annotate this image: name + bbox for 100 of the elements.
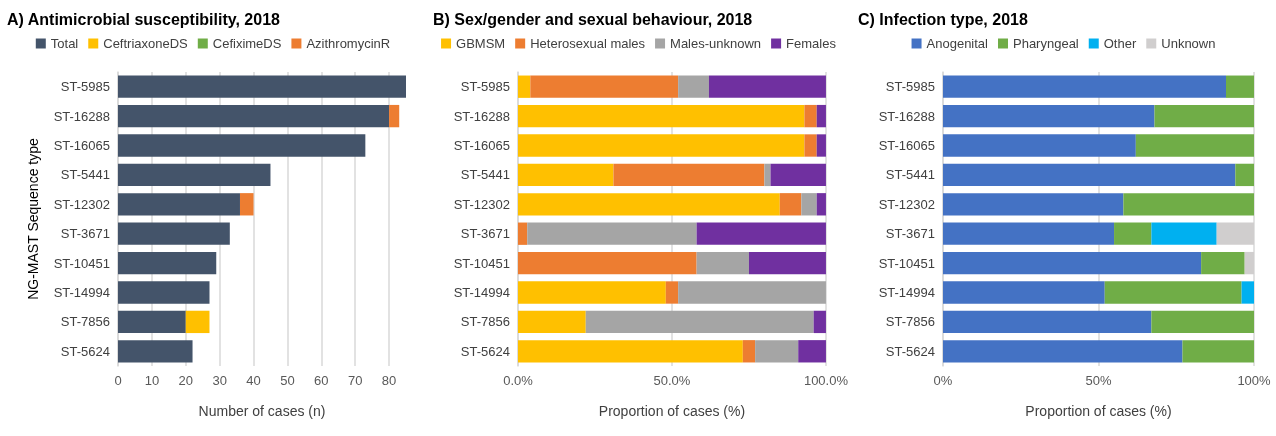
y-tick-label: ST-16288 (878, 108, 935, 124)
bar (755, 340, 799, 363)
bar (118, 163, 271, 187)
y-tick-label: ST-14994 (453, 285, 510, 300)
bar (1151, 310, 1254, 334)
bar (185, 310, 210, 334)
bar (804, 104, 817, 128)
x-tick-label: 50.0% (653, 373, 691, 388)
y-axis-title: NG-MAST Sequence type (25, 138, 41, 300)
bar (798, 340, 826, 363)
y-tick-label: ST-16065 (878, 138, 935, 153)
y-tick-label: ST-5624 (885, 343, 935, 359)
bar (1235, 163, 1254, 187)
y-tick-label: ST-16288 (53, 108, 110, 124)
bar (678, 281, 826, 304)
x-tick-label: 100% (1237, 373, 1272, 388)
bar (665, 281, 679, 304)
legend-label: Unknown (1161, 36, 1216, 51)
y-tick-label: ST-16065 (53, 138, 110, 153)
bar (943, 193, 1124, 216)
x-axis-title: Number of cases (n) (198, 403, 326, 419)
x-tick-label: 80 (381, 373, 397, 388)
x-tick-label: 10 (144, 373, 160, 388)
bar (518, 281, 666, 304)
bar (943, 310, 1152, 334)
bar (118, 75, 406, 98)
bar (943, 251, 1202, 275)
bar (1182, 340, 1254, 363)
legend-label: Males-unknown (670, 36, 762, 51)
y-tick-label: ST-5985 (60, 79, 110, 95)
bar (770, 163, 826, 187)
y-tick-label: ST-5624 (60, 343, 110, 359)
bar (585, 310, 814, 334)
y-tick-label: ST-3671 (60, 226, 110, 242)
bar (118, 222, 230, 245)
bar (943, 163, 1236, 187)
x-tick-label: 50 (280, 373, 295, 388)
y-tick-label: ST-3671 (885, 226, 935, 242)
bar (943, 75, 1227, 98)
bar (118, 281, 210, 304)
y-tick-label: ST-7856 (460, 314, 510, 330)
legend-label: Anogenital (926, 36, 989, 51)
bar (613, 163, 765, 187)
bar (518, 134, 805, 157)
bar (708, 75, 826, 98)
x-axis-title: Proportion of cases (%) (598, 403, 746, 419)
bar (530, 75, 679, 98)
bar (943, 281, 1105, 304)
bar (518, 222, 528, 245)
x-tick-label: 30 (212, 373, 227, 388)
bar (748, 251, 826, 275)
bar (118, 134, 366, 157)
bar (943, 340, 1183, 363)
bar (678, 75, 709, 98)
x-tick-label: 100.0% (803, 373, 849, 388)
y-tick-label: ST-10451 (453, 255, 510, 271)
x-tick-label: 0% (933, 373, 953, 388)
bar (527, 222, 697, 245)
y-tick-label: ST-7856 (60, 314, 110, 330)
legend-label: Heterosexual males (530, 36, 646, 51)
bar (779, 193, 802, 216)
chart-title: A) Antimicrobial susceptibility, 2018 (7, 10, 281, 28)
bar (813, 310, 826, 334)
bar (518, 251, 697, 275)
bar (118, 340, 193, 363)
x-tick-label: 20 (178, 373, 193, 388)
bar (1241, 281, 1254, 304)
bar (1135, 134, 1254, 157)
legend-label: AzithromycinR (306, 36, 391, 51)
legend-label: Other (1103, 36, 1137, 51)
x-tick-label: 0 (114, 373, 122, 388)
y-tick-label: ST-14994 (53, 285, 110, 300)
bar (816, 193, 826, 216)
bar (764, 163, 771, 187)
y-tick-label: ST-12302 (453, 196, 510, 212)
bar (804, 134, 817, 157)
x-tick-label: 50% (1085, 373, 1112, 388)
x-tick-label: 70 (347, 373, 363, 388)
y-tick-label: ST-16065 (453, 138, 510, 153)
bar (943, 104, 1155, 128)
bar (801, 193, 817, 216)
y-tick-label: ST-16288 (453, 108, 510, 124)
chart-title: B) Sex/gender and sexual behaviour, 2018 (433, 10, 753, 28)
y-tick-label: ST-5985 (885, 79, 935, 95)
bar (1123, 193, 1254, 216)
y-tick-label: ST-10451 (53, 255, 110, 271)
legend-label: Total (50, 36, 79, 51)
bar (1201, 251, 1245, 275)
bar (518, 104, 805, 128)
bar (518, 75, 531, 98)
bar (816, 104, 826, 128)
bar (943, 134, 1136, 157)
bar (518, 340, 743, 363)
legend-label: CeftriaxoneDS (103, 36, 189, 51)
bar (1226, 75, 1254, 98)
y-tick-label: ST-10451 (878, 255, 935, 271)
bar (1151, 222, 1217, 245)
bar (118, 193, 240, 216)
y-tick-label: ST-5985 (460, 79, 510, 95)
y-tick-label: ST-3671 (460, 226, 510, 242)
